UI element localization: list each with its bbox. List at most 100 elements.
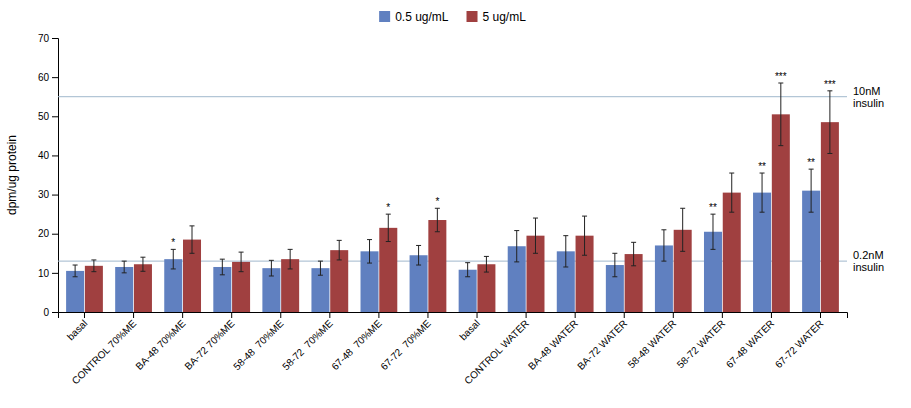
tick-label: 70 — [38, 33, 50, 44]
significance-marker: *** — [775, 71, 787, 82]
tick-label: 50 — [38, 111, 50, 122]
reference-label: 0.2nMinsulin — [853, 249, 884, 273]
significance-marker: ** — [709, 202, 717, 213]
tick-label: CONTROL WATER — [462, 318, 531, 387]
tick-mark — [427, 312, 428, 318]
significance-marker: ** — [758, 161, 766, 172]
tick: basal — [65, 312, 90, 342]
tick: basal — [457, 312, 482, 342]
error-bar — [239, 252, 244, 272]
tick-label: BA-48 70%ME — [133, 317, 187, 371]
tick-mark — [329, 312, 330, 318]
tick-mark — [280, 312, 281, 318]
tick: 0 — [43, 307, 58, 318]
tick-label: 20 — [38, 228, 50, 239]
tick: 67-72 WATER — [773, 312, 826, 370]
error-bar — [631, 242, 636, 265]
error-bar — [435, 208, 440, 231]
tick-label: 30 — [38, 189, 50, 200]
error-bar — [386, 214, 391, 241]
tick-label: basal — [457, 318, 482, 343]
error-bar — [533, 218, 538, 253]
tick: 10 — [38, 268, 58, 279]
tick-mark — [477, 312, 478, 318]
tick-mark — [231, 312, 232, 318]
error-bar — [190, 226, 195, 253]
tick-label: 60 — [38, 72, 50, 83]
tick-label: basal — [65, 318, 90, 343]
error-bar — [827, 91, 832, 154]
tick: 20 — [38, 228, 58, 239]
annotations: ***************10nMinsulin0.2nMinsulin — [171, 71, 884, 273]
tick-mark — [624, 312, 625, 318]
tick-label: BA-72 WATER — [575, 318, 629, 372]
tick: 60 — [38, 72, 58, 83]
tick: 58-48 70%ME — [231, 312, 286, 372]
tick-mark — [673, 312, 674, 318]
tick-mark — [575, 312, 576, 318]
tick-label: BA-72 70%ME — [182, 317, 236, 371]
error-bar — [171, 249, 176, 269]
error-bar — [416, 245, 421, 265]
series — [66, 169, 820, 312]
bar — [85, 266, 103, 312]
tick-label: 0 — [43, 307, 49, 318]
tick: 30 — [38, 189, 58, 200]
significance-marker: ** — [807, 157, 815, 168]
tick-mark — [378, 312, 379, 318]
tick: 50 — [38, 111, 58, 122]
tick: CONTROL 70%ME — [70, 312, 139, 386]
chart: 010203040506070basalCONTROL 70%MEBA-48 7… — [0, 0, 911, 408]
error-bar — [91, 260, 96, 272]
tick-mark — [52, 116, 58, 117]
y-axis-title: dpm/ug protein — [5, 135, 19, 215]
tick-mark — [52, 312, 58, 313]
tick-label: 10 — [38, 268, 50, 279]
error-bar — [582, 216, 587, 255]
tick-mark — [84, 312, 85, 318]
tick: 67-72 70%ME — [378, 312, 433, 372]
tick-label: 67-72 70%ME — [378, 317, 433, 372]
error-bar — [809, 169, 814, 212]
significance-marker: * — [386, 202, 390, 213]
legend-item: 5 ug/mL — [467, 10, 527, 24]
tick: BA-72 WATER — [575, 312, 629, 372]
tick: BA-72 70%ME — [182, 312, 236, 372]
bar — [115, 267, 133, 312]
tick-mark — [182, 312, 183, 318]
tick-mark — [526, 312, 527, 318]
error-bar — [73, 265, 78, 277]
legend-label: 5 ug/mL — [483, 10, 527, 24]
error-bar — [680, 208, 685, 251]
tick-mark — [722, 312, 723, 318]
bar — [428, 220, 446, 312]
tick-mark — [52, 234, 58, 235]
tick-mark — [133, 312, 134, 318]
tick-mark — [820, 312, 821, 318]
error-bar — [122, 261, 127, 273]
series — [85, 83, 839, 312]
tick-label: BA-48 WATER — [526, 318, 580, 372]
tick-label: 58-72 70%ME — [280, 317, 335, 372]
error-bar — [484, 256, 489, 272]
tick: 58-72 WATER — [675, 312, 728, 370]
tick: 40 — [38, 150, 58, 161]
tick-label: 58-72 WATER — [675, 318, 728, 371]
tick: 67-48 70%ME — [329, 312, 384, 372]
significance-marker: * — [171, 237, 175, 248]
error-bar — [514, 231, 519, 262]
significance-marker: *** — [824, 79, 836, 90]
tick-label: 58-48 WATER — [626, 318, 679, 371]
legend-swatch — [379, 11, 390, 22]
legend-label: 0.5 ug/mL — [395, 10, 449, 24]
plot-area: 010203040506070basalCONTROL 70%MEBA-48 7… — [5, 33, 884, 387]
legend-item: 0.5 ug/mL — [379, 10, 449, 24]
axis-line — [52, 39, 59, 313]
y-axis: 0 10 20 30 40 50 60 70 — [38, 33, 59, 318]
error-bar — [661, 230, 666, 261]
error-bar — [140, 257, 145, 271]
reference-line — [58, 96, 847, 97]
tick: CONTROL WATER — [462, 312, 531, 386]
error-bar — [288, 249, 293, 269]
significance-marker: * — [435, 196, 439, 207]
